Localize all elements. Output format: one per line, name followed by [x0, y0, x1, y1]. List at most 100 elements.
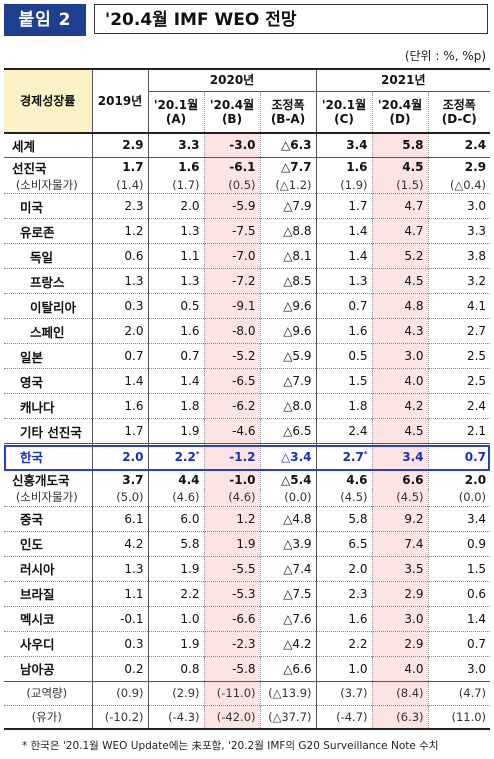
cell-value: 1.9 [180, 424, 200, 438]
table-cell: 1.9 [148, 556, 205, 581]
table-cell: -6.6 [204, 606, 261, 631]
cell-value: 4.5 [402, 160, 424, 174]
table-cell: (-11.0) [204, 681, 261, 705]
cell-value: 1.4 [180, 374, 200, 388]
table-cell: -9.1 [204, 293, 261, 319]
table-cell: △9.6 [260, 318, 317, 344]
header-2019: 2019년 [92, 69, 149, 134]
table-cell: 2.5 [428, 344, 490, 369]
cell-value: (-10.2) [104, 709, 144, 724]
cell-value: (1.7) [172, 177, 200, 192]
table-cell: -7.2 [204, 268, 261, 294]
table-cell: -1.0 [204, 469, 261, 489]
table-row: 영국 1.4 1.4 -6.5 △7.9 1.5 4.0 2.5 [4, 368, 491, 394]
cell-value: △8.8 [283, 224, 312, 238]
table-cell: 3.5 [372, 556, 429, 581]
table-row: 미국 2.3 2.0 -5.9 △7.9 1.7 4.7 3.0 [4, 193, 491, 219]
table-cell: 1.1 [148, 243, 205, 269]
cell-value: 7.4 [404, 536, 424, 551]
cell-value: 1.6 [124, 399, 144, 413]
table-cell: 1.4 [92, 368, 149, 394]
cell-value: 0.3 [124, 299, 144, 313]
table-cell: 1.7 [92, 418, 149, 444]
cell-value: 4.2 [404, 399, 424, 413]
table-row: (소비자물가) (1.4) (1.7) (0.5) (△1.2) (1.9) (1.5) (△… [4, 176, 491, 194]
cell-value: 6.5 [348, 536, 368, 551]
table-cell: 5.8 [316, 506, 373, 531]
table-cell: △8.8 [260, 218, 317, 244]
cell-value: 4.7 [404, 224, 424, 238]
table-cell: 9.2 [372, 506, 429, 531]
cell-value: △9.6 [283, 324, 312, 338]
table-cell: △8.0 [260, 393, 317, 419]
table-cell: 3.3 [148, 133, 205, 157]
table-cell: △6.6 [260, 656, 317, 681]
table-cell: 3.4 [316, 133, 373, 157]
table-cell: 1.9 [204, 531, 261, 556]
cell-value: 4.7 [404, 199, 424, 213]
cell-value: 9.2 [404, 511, 424, 526]
cell-value: 2.7 [466, 324, 487, 338]
cell-value: (0.0) [458, 490, 487, 505]
header-21-jan: '20.1월 (C) [316, 91, 373, 133]
cell-value: 0.5 [180, 299, 200, 313]
table-cell: (1.7) [148, 176, 205, 194]
table-cell: -5.9 [204, 193, 261, 219]
cell-value: 5.8 [180, 536, 200, 551]
cell-value: (4.5) [396, 490, 424, 505]
row-label: 독일 [4, 243, 93, 269]
table-cell: (8.4) [372, 681, 429, 705]
table-cell: 6.6 [372, 469, 429, 489]
cell-value: 3.7 [122, 472, 144, 487]
table-cell: 0.7 [92, 343, 149, 369]
table-cell: -5.2 [204, 343, 261, 369]
table-cell: 2.5 [428, 369, 490, 394]
table-cell: (1.9) [316, 176, 373, 194]
cell-value: 1.0 [348, 661, 368, 676]
row-label: 사우디 [4, 631, 93, 656]
table-cell: △4.2 [260, 631, 317, 656]
table-cell: △7.6 [260, 606, 317, 631]
cell-value: -2.3 [232, 636, 256, 651]
cell-value: 3.8 [466, 249, 487, 263]
row-label: 프랑스 [4, 268, 93, 294]
cell-value: △4.2 [283, 636, 312, 651]
cell-value: 2.2 [180, 586, 200, 601]
table-cell: 0.6 [92, 243, 149, 269]
table-cell: 0.5 [148, 293, 205, 319]
table-cell: 1.6 [316, 157, 373, 177]
cell-value: 0.7 [466, 636, 487, 651]
table-cell: 1.6 [148, 157, 205, 177]
cell-value: (△0.4) [449, 177, 487, 192]
table-cell: △5.9 [260, 343, 317, 369]
table-cell: (1.5) [372, 176, 429, 194]
cell-value: -6.6 [232, 611, 256, 626]
table-body: 세계 2.9 3.3 -3.0 △6.3 3.4 5.8 2.4 선진국 1.7 1.6 -6.1 △7… [4, 133, 491, 729]
cell-value: 3.3 [178, 138, 200, 153]
cell-value: (1.5) [396, 177, 424, 192]
table-cell: 4.2 [372, 393, 429, 419]
header-20-apr: '20.4월 (B) [204, 91, 261, 133]
cell-value: 4.8 [404, 299, 424, 313]
row-label: 미국 [4, 193, 93, 219]
table-cell: 2.9 [372, 581, 429, 606]
cell-value: 1.6 [346, 160, 368, 174]
header-2021: 2021년 [316, 69, 491, 92]
cell-value: △7.9 [283, 374, 312, 388]
cell-value: △4.8 [283, 511, 312, 526]
row-label: 신흥개도국 [4, 469, 93, 489]
row-label: (교역량) [4, 681, 93, 705]
table-cell: 2.0 [316, 556, 373, 581]
cell-value: 2.4 [466, 399, 487, 413]
cell-value: (2.9) [172, 686, 200, 700]
table-cell: (0.5) [204, 176, 261, 194]
cell-value: △7.6 [283, 611, 312, 626]
table-row: 중국 6.1 6.0 1.2 △4.8 5.8 9.2 3.4 [4, 506, 491, 531]
cell-value: 1.6 [178, 160, 200, 174]
cell-value: 1.4 [348, 224, 368, 238]
cell-value: 4.2 [124, 536, 144, 551]
cell-value: 0.8 [180, 661, 200, 676]
table-cell: (6.3) [372, 705, 429, 729]
table-row: 남아공 0.2 0.8 -5.8 △6.6 1.0 4.0 3.0 [4, 656, 491, 681]
table-cell: 2.0 [428, 470, 490, 490]
